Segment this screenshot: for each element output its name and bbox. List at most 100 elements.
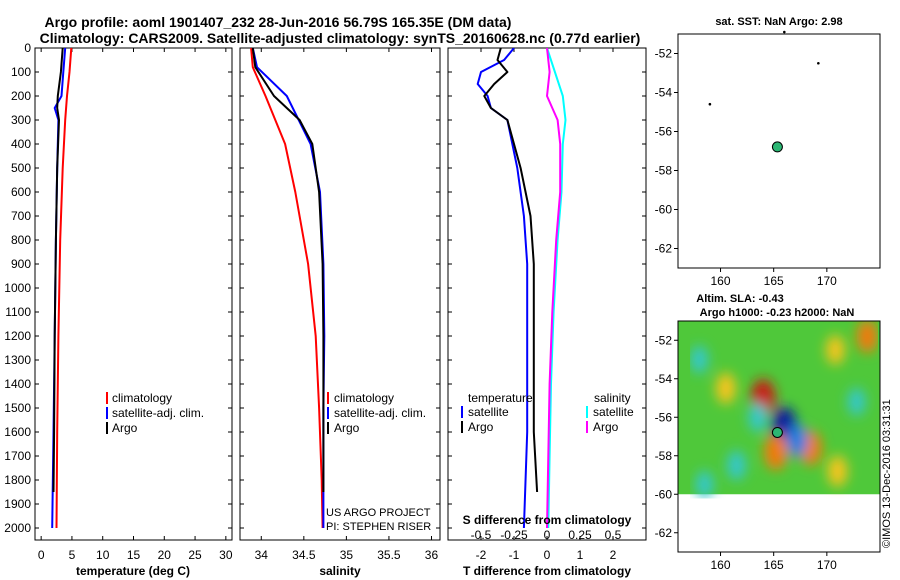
x2-tick-label: -0.5	[471, 528, 492, 542]
depth-tick-label: 300	[11, 113, 31, 127]
sla-map-points	[771, 426, 783, 438]
map-x-tick-label: 170	[817, 558, 837, 572]
difference-panel: -2 -1 0 1 2 -0.5 -0.25 0 0.25 0.5 T difference fr…	[447, 47, 647, 578]
map-x-tick-label: 165	[764, 558, 784, 572]
legend-swatch-t-satellite	[461, 406, 463, 418]
legend-swatch-argo	[327, 422, 329, 434]
depth-tick-label: 900	[11, 257, 31, 271]
legend-swatch-climatology	[327, 392, 329, 404]
sla-anomaly-blob	[856, 321, 878, 353]
depth-tick-label: 1500	[4, 401, 31, 415]
map-y-tick-label: -54	[655, 86, 673, 100]
map-y-tick-label: -62	[655, 526, 673, 540]
x-tick-label: 0	[544, 548, 551, 562]
depth-tick-label: 1600	[4, 425, 31, 439]
temperature-x-label: temperature (deg C)	[76, 564, 190, 578]
depth-tick-label: 1200	[4, 329, 31, 343]
legend-swatch-satellite	[106, 407, 108, 419]
x2-tick-label: 0	[544, 528, 551, 542]
sla-anomaly-blob	[695, 470, 714, 499]
sla-anomaly-blob	[715, 372, 736, 404]
x-tick-label: 34	[255, 548, 269, 562]
sla-anomaly-blob	[727, 450, 746, 481]
x-tick-label: 15	[127, 548, 141, 562]
series-line-t-argo	[483, 48, 539, 493]
map-y-tick-label: -60	[655, 487, 673, 501]
island-marker	[783, 30, 786, 34]
difference-series	[476, 48, 567, 529]
depth-tick-label: 1800	[4, 473, 31, 487]
title-line-2: Climatology: CARS2009. Satellite-adjuste…	[40, 30, 641, 46]
sla-anomaly-blob	[786, 423, 808, 457]
profile-location-marker	[771, 141, 783, 153]
salinity-panel: 34 34.5 35 35.5 36 salinity climatology sate…	[239, 47, 441, 578]
x-tick-label: 34.5	[292, 548, 316, 562]
x-tick-label: 25	[188, 548, 202, 562]
x2-tick-label: 0.5	[605, 528, 622, 542]
temperature-legend: climatology satellite-adj. clim. Argo	[106, 391, 204, 435]
sla-map-title-2: Argo h1000: -0.23 h2000: NaN	[700, 307, 855, 319]
x-tick-label: 30	[219, 548, 233, 562]
depth-tick-label: 100	[11, 65, 31, 79]
legend-heading-salinity: salinity	[594, 391, 631, 405]
legend-label-satellite: satellite-adj. clim.	[112, 406, 204, 420]
legend-swatch-climatology	[106, 392, 108, 404]
sla-anomaly-blob	[827, 455, 848, 487]
depth-tick-label: 1900	[4, 497, 31, 511]
salinity-x-label: salinity	[319, 564, 361, 578]
sla-anomaly-blob	[748, 402, 768, 432]
depth-tick-label: 1400	[4, 377, 31, 391]
series-line-climatology	[250, 48, 324, 529]
depth-tick-label: 500	[11, 161, 31, 175]
legend-label-s-argo: Argo	[593, 420, 619, 434]
difference-x-label-t: T difference from climatology	[463, 564, 631, 578]
sst-map-title: sat. SST: NaN Argo: 2.98	[715, 16, 842, 28]
series-line-climatology	[55, 48, 73, 529]
map-y-tick-label: -56	[655, 410, 673, 424]
series-line-s-satellite	[546, 48, 567, 529]
difference-legend: temperature satellite Argo salinity sate…	[461, 391, 634, 434]
legend-label-t-argo: Argo	[468, 420, 494, 434]
depth-tick-label: 1300	[4, 353, 31, 367]
depth-tick-label: 1700	[4, 449, 31, 463]
map-y-tick-label: -52	[655, 47, 673, 61]
depth-tick-label: 700	[11, 209, 31, 223]
x-tick-label: 35.5	[377, 548, 401, 562]
map-y-tick-label: -62	[655, 242, 673, 256]
legend-label-satellite: satellite-adj. clim.	[334, 406, 426, 420]
depth-tick-label: 400	[11, 137, 31, 151]
map-x-tick-label: 165	[764, 274, 784, 288]
x-tick-label: 36	[425, 548, 439, 562]
salinity-series	[250, 48, 326, 529]
island-marker	[708, 102, 712, 106]
salinity-plot-frame	[239, 47, 441, 541]
map-y-tick-label: -58	[655, 164, 673, 178]
temperature-panel: 0 5 10 15 20 25 30 temperature (deg C) climato…	[34, 47, 233, 578]
depth-tick-label: 1100	[5, 305, 31, 319]
temperature-series	[51, 48, 73, 529]
legend-label-climatology: climatology	[112, 391, 172, 405]
legend-swatch-t-argo	[461, 421, 463, 433]
map-x-tick-label: 160	[711, 558, 731, 572]
legend-swatch-s-satellite	[586, 406, 588, 418]
x-tick-label: 20	[158, 548, 172, 562]
salinity-legend: climatology satellite-adj. clim. Argo	[327, 391, 426, 435]
series-line-argo	[251, 48, 325, 492]
sla-anomaly-blob	[825, 335, 845, 365]
map-y-tick-label: -54	[655, 372, 673, 386]
credit-project: US ARGO PROJECT	[326, 507, 431, 519]
depth-tick-label: 2000	[4, 521, 31, 535]
x2-tick-label: -0.25	[500, 528, 528, 542]
depth-tick-label: 1000	[4, 281, 31, 295]
sla-map-title-1: Altim. SLA: -0.43	[696, 293, 783, 305]
map-y-tick-label: -58	[655, 449, 673, 463]
legend-label-t-satellite: satellite	[468, 405, 509, 419]
island-marker	[817, 61, 820, 65]
profile-location-marker	[771, 426, 783, 438]
sst-map-ticks: -52 -54 -56 -58 -60 -62 160 165 170	[655, 47, 838, 289]
sla-anomalies	[690, 321, 878, 499]
legend-swatch-s-argo	[586, 421, 588, 433]
x-tick-label: -1	[509, 548, 520, 562]
legend-swatch-argo	[106, 422, 108, 434]
